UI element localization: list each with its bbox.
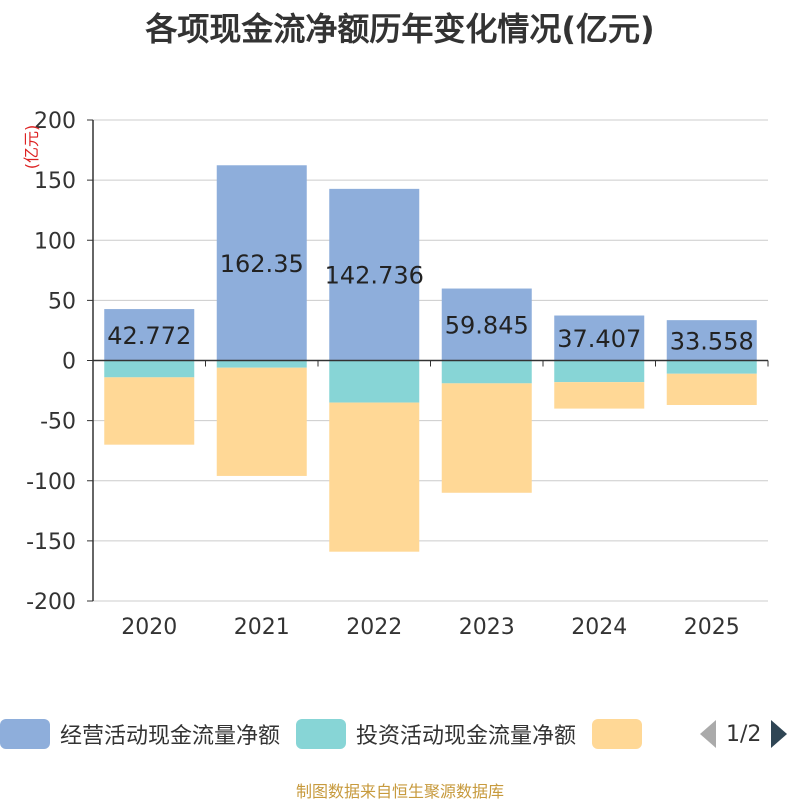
legend-swatch-financing (592, 719, 643, 749)
bar-series1-2020 (104, 360, 195, 378)
legend-swatch-investing (296, 719, 347, 749)
legend-next-page-icon[interactable] (771, 720, 788, 748)
y-tick-label: 150 (34, 169, 76, 194)
y-axis-unit-label: (亿元) (22, 125, 41, 170)
y-tick-label: 100 (34, 229, 76, 254)
bar-series1-2024 (554, 360, 645, 383)
bar-series2-2022 (329, 402, 420, 552)
bar-series1-2025 (666, 360, 757, 374)
data-label-2025: 33.558 (670, 327, 754, 355)
bar-series2-2025 (666, 373, 757, 405)
y-tick-label: -50 (40, 410, 76, 435)
data-labels: 42.772 162.35 142.736 59.845 37.407 33.558 (107, 250, 753, 355)
bar-series1-2022 (329, 360, 420, 403)
bar-series0-2024 (554, 315, 645, 361)
legend-label-operating: 经营活动现金流量净额 (60, 724, 281, 749)
x-tick-label: 2021 (234, 615, 290, 640)
y-tick-label: 0 (62, 350, 76, 375)
legend-swatch-operating (0, 719, 50, 749)
data-source-note: 制图数据来自恒生聚源数据库 (295, 782, 504, 801)
y-tick-label: -150 (26, 530, 76, 555)
legend-prev-page-icon[interactable] (700, 720, 716, 748)
legend-pager: 1/2 (700, 720, 788, 748)
x-tick-label: 2025 (684, 615, 740, 640)
gridlines (93, 119, 768, 602)
x-tick-label: 2024 (571, 615, 627, 640)
bar-series2-2020 (104, 377, 195, 445)
y-tick-label: -100 (26, 470, 76, 495)
bar-series2-2024 (554, 382, 645, 409)
data-label-2020: 42.772 (107, 322, 191, 350)
legend-item-operating[interactable]: 经营活动现金流量净额 (0, 718, 280, 750)
data-label-2024: 37.407 (557, 325, 641, 353)
chart-title: 各项现金流净额历年变化情况(亿元) (145, 10, 655, 48)
bar-series0-2022 (329, 188, 420, 361)
data-label-2021: 162.35 (220, 250, 304, 278)
bars (104, 165, 757, 552)
chart-canvas: 200 150 100 50 0 -50 -100 -150 -200 2020 2021 2022 2… (22, 109, 769, 640)
legend-page-indicator: 1/2 (726, 721, 762, 747)
bar-series0-2023 (441, 288, 532, 361)
bar-series0-2020 (104, 309, 195, 361)
x-tick-label: 2020 (121, 615, 177, 640)
legend-label-investing: 投资活动现金流量净额 (356, 724, 577, 749)
legend-item-investing[interactable]: 投资活动现金流量净额 (296, 718, 576, 750)
legend-item-financing[interactable] (592, 719, 652, 749)
legend: 经营活动现金流量净额 投资活动现金流量净额 1/2 (0, 714, 800, 754)
x-tick-label: 2022 (346, 615, 402, 640)
bar-series2-2023 (441, 383, 532, 493)
bar-series0-2025 (666, 320, 757, 361)
data-label-2023: 59.845 (445, 312, 529, 340)
y-tick-label: 200 (34, 109, 76, 134)
bar-series0-2021 (216, 165, 307, 361)
y-tick-label: -200 (26, 590, 76, 615)
data-label-2022: 142.736 (325, 262, 424, 290)
bar-series1-2021 (216, 360, 307, 368)
bar-series2-2021 (216, 367, 307, 476)
x-tick-label: 2023 (459, 615, 515, 640)
axes: 200 150 100 50 0 -50 -100 -150 -200 2020 2021 2022 2… (26, 109, 769, 640)
y-tick-label: 50 (48, 289, 76, 314)
bar-series1-2023 (441, 360, 532, 384)
